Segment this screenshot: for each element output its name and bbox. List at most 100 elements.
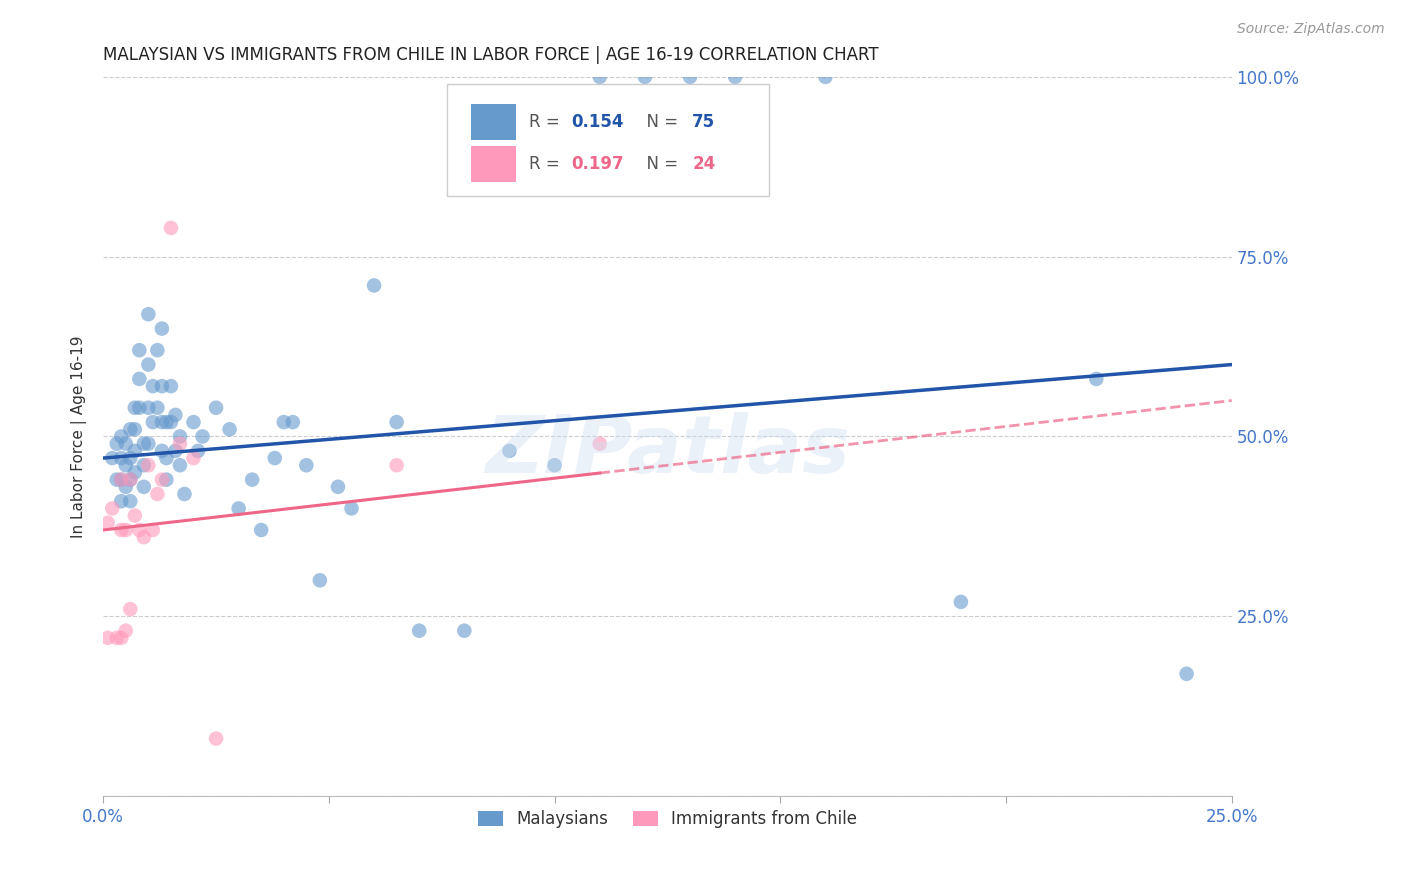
Point	[101, 501, 124, 516]
Point	[187, 443, 209, 458]
Point	[160, 221, 183, 235]
Point	[169, 429, 191, 443]
Point	[132, 480, 155, 494]
Point	[228, 501, 250, 516]
Point	[263, 451, 285, 466]
Point	[105, 473, 128, 487]
Point	[138, 401, 160, 415]
Point	[205, 401, 228, 415]
Point	[128, 343, 150, 358]
Point	[138, 458, 160, 473]
FancyBboxPatch shape	[447, 84, 769, 195]
Point	[138, 358, 160, 372]
Point	[340, 501, 363, 516]
Point	[1085, 372, 1108, 386]
Point	[150, 443, 173, 458]
Point	[169, 458, 191, 473]
Point	[165, 443, 187, 458]
Legend: Malaysians, Immigrants from Chile: Malaysians, Immigrants from Chile	[471, 803, 863, 835]
Point	[146, 401, 169, 415]
Point	[205, 731, 228, 746]
Point	[114, 523, 136, 537]
Point	[110, 631, 132, 645]
Text: 0.197: 0.197	[572, 155, 624, 173]
Point	[114, 436, 136, 450]
Point	[589, 436, 612, 450]
Text: N =: N =	[636, 155, 683, 173]
Point	[142, 415, 165, 429]
Point	[250, 523, 273, 537]
Point	[160, 415, 183, 429]
Point	[183, 415, 205, 429]
Text: Source: ZipAtlas.com: Source: ZipAtlas.com	[1237, 22, 1385, 37]
FancyBboxPatch shape	[471, 104, 516, 140]
Point	[634, 70, 657, 84]
Point	[114, 480, 136, 494]
Y-axis label: In Labor Force | Age 16-19: In Labor Force | Age 16-19	[72, 335, 87, 538]
Point	[155, 451, 177, 466]
Point	[128, 372, 150, 386]
Point	[165, 408, 187, 422]
Point	[124, 466, 146, 480]
Point	[679, 70, 702, 84]
Point	[97, 631, 120, 645]
Point	[146, 343, 169, 358]
Point	[142, 379, 165, 393]
Point	[724, 70, 747, 84]
Point	[110, 473, 132, 487]
Point	[120, 451, 142, 466]
Point	[97, 516, 120, 530]
Point	[408, 624, 430, 638]
Point	[385, 458, 408, 473]
Text: 0.154: 0.154	[572, 113, 624, 131]
Point	[110, 451, 132, 466]
Point	[949, 595, 972, 609]
Point	[453, 624, 475, 638]
Point	[543, 458, 565, 473]
Point	[150, 321, 173, 335]
Point	[132, 458, 155, 473]
Point	[155, 473, 177, 487]
Text: 75: 75	[692, 113, 716, 131]
Point	[110, 523, 132, 537]
Point	[138, 436, 160, 450]
Point	[240, 473, 263, 487]
Point	[124, 508, 146, 523]
Point	[1175, 666, 1198, 681]
Point	[173, 487, 195, 501]
Text: N =: N =	[636, 113, 683, 131]
Point	[281, 415, 304, 429]
Point	[150, 379, 173, 393]
Text: MALAYSIAN VS IMMIGRANTS FROM CHILE IN LABOR FORCE | AGE 16-19 CORRELATION CHART: MALAYSIAN VS IMMIGRANTS FROM CHILE IN LA…	[103, 46, 879, 64]
Point	[273, 415, 295, 429]
Point	[498, 443, 520, 458]
Point	[155, 415, 177, 429]
Text: ZIPatlas: ZIPatlas	[485, 412, 851, 490]
Point	[101, 451, 124, 466]
Point	[110, 494, 132, 508]
Point	[295, 458, 318, 473]
Point	[132, 530, 155, 544]
Text: R =: R =	[529, 155, 565, 173]
Point	[120, 602, 142, 616]
Point	[589, 70, 612, 84]
Point	[218, 422, 240, 436]
Point	[124, 443, 146, 458]
Point	[120, 473, 142, 487]
Point	[124, 422, 146, 436]
Point	[128, 523, 150, 537]
Point	[814, 70, 837, 84]
Point	[105, 436, 128, 450]
Point	[124, 401, 146, 415]
Point	[114, 458, 136, 473]
Point	[132, 436, 155, 450]
Text: R =: R =	[529, 113, 565, 131]
Point	[128, 401, 150, 415]
Point	[169, 436, 191, 450]
Point	[120, 473, 142, 487]
Point	[138, 307, 160, 321]
Point	[105, 631, 128, 645]
FancyBboxPatch shape	[471, 146, 516, 182]
Point	[120, 422, 142, 436]
Text: 24: 24	[692, 155, 716, 173]
